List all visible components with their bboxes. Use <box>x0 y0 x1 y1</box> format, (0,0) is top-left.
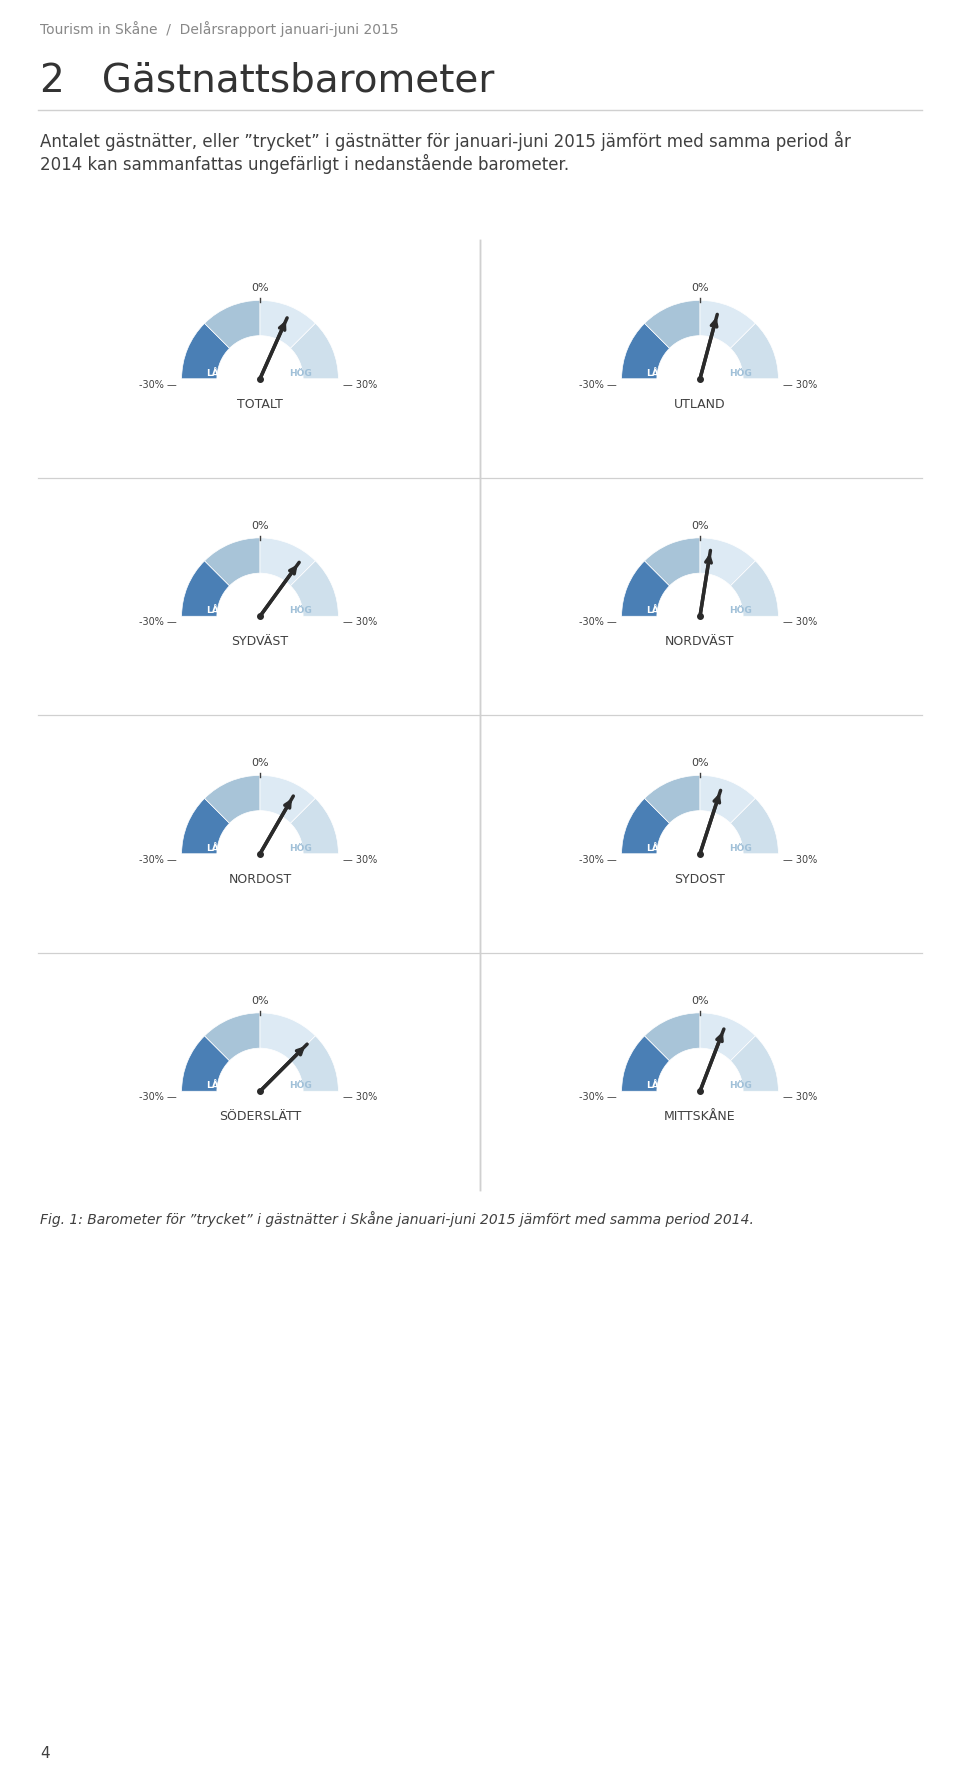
Text: Antalet gästnätter, eller ”trycket” i gästnätter för januari-juni 2015 jämfört m: Antalet gästnätter, eller ”trycket” i gä… <box>40 132 851 174</box>
Wedge shape <box>700 1013 756 1061</box>
Wedge shape <box>622 324 669 379</box>
Wedge shape <box>644 1013 700 1061</box>
Wedge shape <box>731 324 779 379</box>
Text: HÖG: HÖG <box>730 605 752 614</box>
Text: SÖDERSLÄTT: SÖDERSLÄTT <box>219 1109 301 1123</box>
Wedge shape <box>181 561 229 618</box>
Wedge shape <box>260 1013 316 1061</box>
Text: LÅGT: LÅGT <box>646 844 672 853</box>
Text: NORDVÄST: NORDVÄST <box>665 635 734 648</box>
Wedge shape <box>291 799 338 854</box>
Wedge shape <box>700 776 756 824</box>
Text: — 30%: — 30% <box>783 618 818 627</box>
Text: 0%: 0% <box>691 520 708 530</box>
Text: HÖG: HÖG <box>289 1080 312 1089</box>
Text: — 30%: — 30% <box>783 1091 818 1102</box>
Text: LÅGT: LÅGT <box>206 605 232 614</box>
Text: -30% —: -30% — <box>139 379 177 390</box>
Wedge shape <box>204 301 260 349</box>
Text: 0%: 0% <box>252 520 269 530</box>
Wedge shape <box>700 539 756 586</box>
Text: LÅGT: LÅGT <box>206 368 232 377</box>
Text: HÖG: HÖG <box>730 368 752 377</box>
Text: 0%: 0% <box>252 758 269 767</box>
Text: -30% —: -30% — <box>139 854 177 865</box>
Wedge shape <box>622 561 669 618</box>
Wedge shape <box>204 776 260 824</box>
Text: 0%: 0% <box>252 995 269 1006</box>
Text: -30% —: -30% — <box>139 618 177 627</box>
Text: 4: 4 <box>40 1744 50 1760</box>
Text: LÅGT: LÅGT <box>206 844 232 853</box>
Wedge shape <box>260 776 316 824</box>
Text: SYDVÄST: SYDVÄST <box>231 635 289 648</box>
Text: -30% —: -30% — <box>579 379 616 390</box>
Text: HÖG: HÖG <box>289 605 312 614</box>
Wedge shape <box>731 561 779 618</box>
Text: — 30%: — 30% <box>783 854 818 865</box>
Text: — 30%: — 30% <box>783 379 818 390</box>
Text: 2   Gästnattsbarometer: 2 Gästnattsbarometer <box>40 61 494 100</box>
Text: LÅGT: LÅGT <box>646 1080 672 1089</box>
Wedge shape <box>291 561 338 618</box>
Wedge shape <box>260 301 316 349</box>
Text: -30% —: -30% — <box>579 1091 616 1102</box>
Text: — 30%: — 30% <box>344 618 377 627</box>
Text: TOTALT: TOTALT <box>237 397 283 411</box>
Text: -30% —: -30% — <box>139 1091 177 1102</box>
Text: 0%: 0% <box>691 758 708 767</box>
Text: HÖG: HÖG <box>289 844 312 853</box>
Text: HÖG: HÖG <box>289 368 312 377</box>
Text: LÅGT: LÅGT <box>646 368 672 377</box>
Wedge shape <box>260 539 316 586</box>
Text: Fig. 1: Barometer för ”trycket” i gästnätter i Skåne januari-juni 2015 jämfört m: Fig. 1: Barometer för ”trycket” i gästnä… <box>40 1210 754 1226</box>
Text: LÅGT: LÅGT <box>646 605 672 614</box>
Text: -30% —: -30% — <box>579 854 616 865</box>
Wedge shape <box>622 1036 669 1091</box>
Wedge shape <box>291 1036 338 1091</box>
Text: -30% —: -30% — <box>579 618 616 627</box>
Wedge shape <box>644 301 700 349</box>
Wedge shape <box>644 776 700 824</box>
Text: — 30%: — 30% <box>344 1091 377 1102</box>
Text: SYDOST: SYDOST <box>675 872 726 885</box>
Text: 0%: 0% <box>691 995 708 1006</box>
Wedge shape <box>644 539 700 586</box>
Text: LÅGT: LÅGT <box>206 1080 232 1089</box>
Wedge shape <box>181 799 229 854</box>
Wedge shape <box>731 799 779 854</box>
Text: 0%: 0% <box>252 283 269 294</box>
Text: Tourism in Skåne  /  Delårsrapport januari-juni 2015: Tourism in Skåne / Delårsrapport januari… <box>40 21 398 37</box>
Wedge shape <box>204 539 260 586</box>
Text: HÖG: HÖG <box>730 844 752 853</box>
Text: MITTSKÅNE: MITTSKÅNE <box>664 1109 735 1123</box>
Wedge shape <box>291 324 338 379</box>
Wedge shape <box>622 799 669 854</box>
Wedge shape <box>204 1013 260 1061</box>
Text: NORDOST: NORDOST <box>228 872 292 885</box>
Wedge shape <box>731 1036 779 1091</box>
Text: — 30%: — 30% <box>344 854 377 865</box>
Text: — 30%: — 30% <box>344 379 377 390</box>
Wedge shape <box>700 301 756 349</box>
Text: UTLAND: UTLAND <box>674 397 726 411</box>
Wedge shape <box>181 1036 229 1091</box>
Wedge shape <box>181 324 229 379</box>
Text: 0%: 0% <box>691 283 708 294</box>
Text: HÖG: HÖG <box>730 1080 752 1089</box>
